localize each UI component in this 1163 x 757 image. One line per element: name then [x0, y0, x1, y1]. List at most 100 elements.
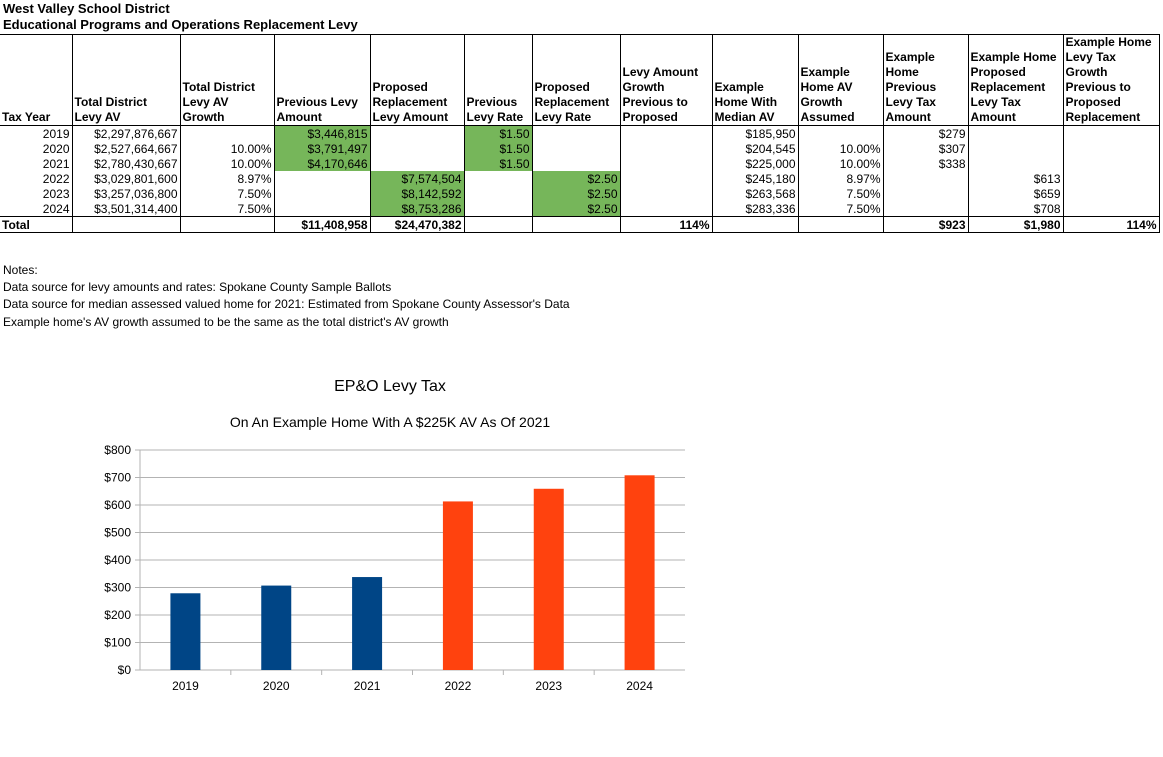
table-cell: $8,142,592	[369, 186, 465, 201]
x-tick-label: 2020	[263, 679, 290, 693]
table-cell: $185,950	[711, 125, 799, 141]
table-cell	[531, 156, 621, 171]
table-cell: $8,753,286	[369, 201, 465, 217]
table-cell: 10.00%	[179, 156, 275, 171]
total-cell: $24,470,382	[369, 216, 465, 233]
y-tick-label: $400	[104, 553, 131, 567]
table-cell: $2.50	[531, 171, 621, 186]
total-cell: 114%	[1062, 216, 1160, 233]
table-cell: 2020	[0, 141, 73, 156]
table-header-row: Tax Year Total District Levy AV Total Di…	[0, 34, 1160, 126]
table-cell: 2019	[0, 125, 73, 141]
x-tick-label: 2021	[354, 679, 381, 693]
table-body: 2019 $2,297,876,667 $3,446,815 $1.50 $185,95…	[0, 125, 1160, 233]
table-cell	[463, 186, 533, 201]
y-tick-label: $100	[104, 636, 131, 650]
table-cell	[273, 201, 371, 217]
table-cell: $1.50	[463, 156, 533, 171]
table-row: 2021 $2,780,430,667 10.00% $4,170,646 $1.50 $…	[0, 156, 1160, 171]
table-cell: $225,000	[711, 156, 799, 171]
table-cell	[1062, 201, 1160, 217]
table-cell	[273, 186, 371, 201]
table-cell: $307	[882, 141, 969, 156]
bar	[624, 475, 655, 670]
y-tick-label: $500	[104, 526, 131, 540]
table-cell	[619, 186, 713, 201]
note-line: Data source for levy amounts and rates: …	[3, 280, 392, 295]
table-cell	[179, 125, 275, 141]
column-header: Proposed Replacement Levy Rate	[531, 34, 621, 126]
table-cell	[273, 171, 371, 186]
column-header: Example Home With Median AV	[711, 34, 799, 126]
table-cell	[619, 201, 713, 217]
table-cell: $2,297,876,667	[71, 125, 181, 141]
x-tick-label: 2023	[535, 679, 562, 693]
y-tick-label: $800	[104, 443, 131, 457]
table-cell: $1.50	[463, 141, 533, 156]
note-line: Data source for median assessed valued h…	[3, 297, 570, 312]
table-cell	[882, 186, 969, 201]
table-cell: 2021	[0, 156, 73, 171]
column-header: Previous Levy Rate	[463, 34, 533, 126]
bar	[261, 585, 292, 670]
table-cell	[967, 125, 1064, 141]
levy-tax-chart: $0 $100 $200 $300 $400 $500 $600 $700 $800 2019 20…	[104, 443, 685, 693]
table-cell: $3,257,036,800	[71, 186, 181, 201]
table-cell	[1062, 156, 1160, 171]
table-cell	[619, 141, 713, 156]
table-cell: $2.50	[531, 186, 621, 201]
total-cell	[71, 216, 181, 233]
total-cell: $923	[882, 216, 969, 233]
total-cell	[797, 216, 884, 233]
total-cell: 114%	[619, 216, 713, 233]
note-line: Example home's AV growth assumed to be t…	[3, 314, 449, 329]
table-cell: $2,527,664,667	[71, 141, 181, 156]
table-row: 2023 $3,257,036,800 7.50% $8,142,592 $2.50 $2…	[0, 186, 1160, 201]
table-cell	[797, 125, 884, 141]
table-cell: $708	[967, 201, 1064, 217]
total-cell	[463, 216, 533, 233]
total-cell: Total	[0, 216, 73, 233]
table-cell: $3,501,314,400	[71, 201, 181, 217]
chart-title: EP&O Levy Tax	[334, 378, 446, 395]
table-cell: 2024	[0, 201, 73, 217]
total-cell: $11,408,958	[273, 216, 371, 233]
table-cell	[967, 156, 1064, 171]
table-cell: 7.50%	[179, 186, 275, 201]
document-subtitle: Educational Programs and Operations Repl…	[3, 17, 358, 32]
table-cell: 10.00%	[797, 156, 884, 171]
bar	[442, 501, 473, 670]
y-tick-label: $0	[118, 663, 132, 677]
y-tick-label: $300	[104, 581, 131, 595]
notes-heading: Notes:	[3, 263, 38, 277]
x-tick-label: 2019	[172, 679, 199, 693]
table-row: 2024 $3,501,314,400 7.50% $8,753,286 $2.50 $2…	[0, 201, 1160, 217]
table-cell: 10.00%	[797, 141, 884, 156]
table-cell: $3,446,815	[273, 125, 371, 141]
table-cell	[531, 141, 621, 156]
document-title: West Valley School District	[3, 1, 170, 16]
table-cell: $245,180	[711, 171, 799, 186]
table-cell	[619, 171, 713, 186]
y-tick-label: $600	[104, 498, 131, 512]
column-header: Example Home Levy Tax Growth Previous to…	[1062, 34, 1160, 126]
bar	[170, 593, 201, 670]
bar	[533, 488, 564, 670]
x-tick-label: 2024	[626, 679, 653, 693]
table-cell: $279	[882, 125, 969, 141]
column-header: Tax Year	[0, 34, 73, 126]
table-cell	[369, 156, 465, 171]
chart-subtitle: On An Example Home With A $225K AV As Of…	[229, 414, 551, 430]
table-cell: $659	[967, 186, 1064, 201]
column-header: Example Home AV Growth Assumed	[797, 34, 884, 126]
table-cell: 8.97%	[179, 171, 275, 186]
column-header: Total District Levy AV	[71, 34, 181, 126]
column-header: Example Home Previous Levy Tax Amount	[882, 34, 969, 126]
table-cell: 2023	[0, 186, 73, 201]
table-cell: 7.50%	[797, 201, 884, 217]
table-cell	[619, 156, 713, 171]
table-cell	[1062, 141, 1160, 156]
table-cell	[1062, 186, 1160, 201]
table-cell	[882, 201, 969, 217]
column-header: Previous Levy Amount	[273, 34, 371, 126]
